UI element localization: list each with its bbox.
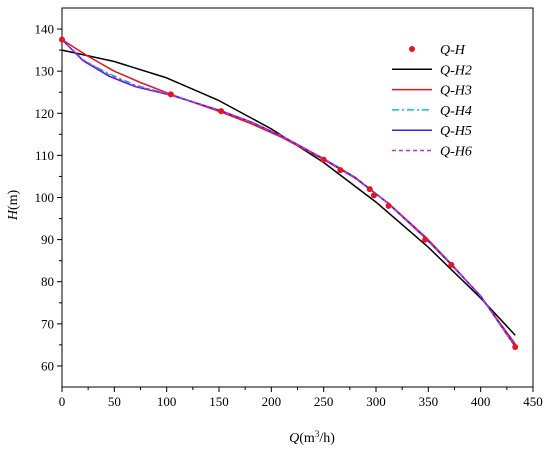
y-tick-label: 120 bbox=[35, 106, 55, 121]
y-tick-label: 100 bbox=[35, 190, 55, 205]
x-tick-label: 50 bbox=[108, 394, 121, 409]
y-tick-label: 70 bbox=[41, 316, 54, 331]
y-axis-title: H(m) bbox=[6, 189, 21, 221]
y-tick-label: 140 bbox=[35, 22, 55, 37]
legend-label-q-h: Q-H bbox=[440, 43, 466, 58]
x-tick-label: 200 bbox=[262, 394, 282, 409]
data-point-q-h bbox=[512, 343, 519, 350]
y-tick-label: 60 bbox=[41, 358, 54, 373]
data-point-q-h bbox=[370, 192, 377, 199]
data-point-q-h bbox=[337, 167, 344, 174]
y-tick-label: 80 bbox=[41, 274, 54, 289]
legend-marker-q-h bbox=[409, 46, 415, 52]
data-point-q-h bbox=[448, 261, 455, 268]
legend-label-q-h2: Q-H2 bbox=[440, 63, 472, 78]
data-point-q-h bbox=[366, 186, 373, 193]
x-tick-label: 350 bbox=[419, 394, 439, 409]
data-point-q-h bbox=[320, 156, 327, 163]
x-axis-title-unit-pre: (m bbox=[299, 431, 315, 446]
x-tick-label: 100 bbox=[157, 394, 177, 409]
series-group bbox=[59, 36, 519, 350]
legend-label-q-h6: Q-H6 bbox=[440, 145, 472, 160]
x-axis-title-unit-sup: 3 bbox=[315, 429, 320, 439]
y-tick-label: 90 bbox=[41, 232, 54, 247]
data-point-q-h bbox=[167, 91, 174, 98]
legend-label-q-h5: Q-H5 bbox=[440, 124, 472, 139]
y-axis-title-unit: (m) bbox=[6, 189, 21, 210]
y-tick-label: 130 bbox=[35, 64, 55, 79]
x-axis-title: Q(m3/h) bbox=[289, 429, 335, 446]
data-point-q-h bbox=[385, 202, 392, 209]
data-point-q-h bbox=[218, 108, 225, 115]
x-tick-label: 0 bbox=[59, 394, 66, 409]
y-axis-title-var: H bbox=[6, 209, 21, 221]
x-tick-label: 300 bbox=[366, 394, 386, 409]
legend-label-q-h3: Q-H3 bbox=[440, 84, 472, 99]
x-tick-label: 400 bbox=[471, 394, 491, 409]
legend: Q-H Q-H2 Q-H3 Q-H4 Q-H5 Q-H6 bbox=[392, 43, 472, 160]
data-point-q-h bbox=[422, 236, 429, 243]
legend-label-q-h4: Q-H4 bbox=[440, 104, 472, 119]
x-axis-title-var: Q bbox=[289, 431, 299, 446]
x-tick-label: 150 bbox=[209, 394, 229, 409]
x-tick-label: 250 bbox=[314, 394, 334, 409]
x-axis-title-unit-post: /h) bbox=[319, 431, 335, 446]
data-point-q-h bbox=[59, 36, 65, 43]
y-tick-label: 110 bbox=[35, 148, 54, 163]
axes: 0 50 100 150 200 250 300 350 400 450 60 70 80 90 100 11… bbox=[35, 7, 543, 409]
x-tick-label: 450 bbox=[523, 394, 543, 409]
series-line-q-h6 bbox=[61, 39, 516, 348]
